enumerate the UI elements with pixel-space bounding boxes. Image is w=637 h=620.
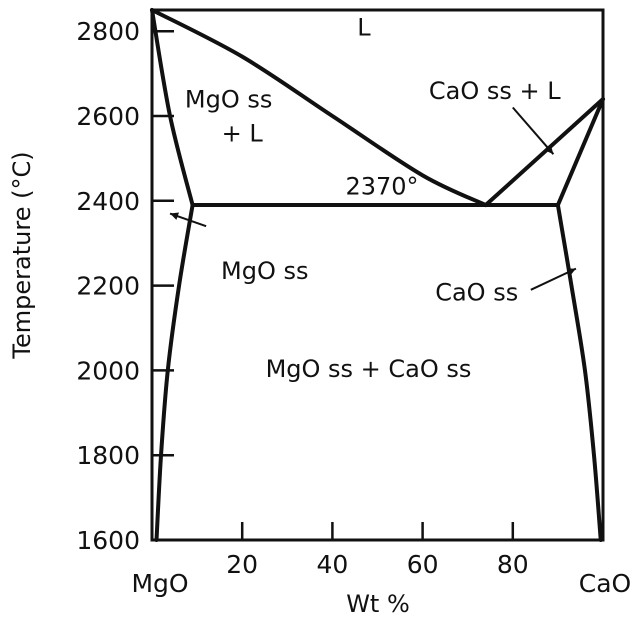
- mgo-liquidus-curve: [150, 8, 488, 208]
- x-tick-label: 60: [407, 550, 439, 579]
- pointer-arrow-head: [566, 268, 576, 276]
- region-label: MgO ss: [185, 86, 272, 114]
- region-label: CaO ss + L: [429, 77, 561, 105]
- left-component-label: MgO: [131, 569, 188, 598]
- x-axis-title: Wt %: [346, 590, 410, 618]
- region-label: MgO ss + CaO ss: [266, 355, 472, 383]
- right-component-label: CaO: [579, 569, 631, 598]
- region-label: CaO ss: [435, 278, 518, 306]
- pointer-arrow-line: [530, 267, 577, 291]
- x-tick-label: 40: [316, 550, 348, 579]
- pointer-arrow-head: [170, 212, 179, 220]
- region-label: 2370°: [345, 172, 418, 200]
- region-label: MgO ss: [221, 257, 308, 285]
- cao-solidus-curve: [555, 97, 605, 208]
- pointer-arrow-line: [512, 106, 555, 155]
- y-tick-label: 2200: [76, 272, 140, 301]
- region-label: L: [357, 13, 371, 41]
- plot-frame: [150, 8, 605, 542]
- cao-liquidus-curve: [483, 97, 605, 208]
- cao-solvus-curve: [555, 203, 603, 542]
- y-tick-label: 1600: [76, 526, 140, 555]
- y-tick-label: 2000: [76, 356, 140, 385]
- y-tick-label: 2800: [76, 17, 140, 46]
- y-axis-title: Temperature (°C): [8, 151, 36, 359]
- y-tick-label: 2400: [76, 187, 140, 216]
- pointer-arrow-head: [545, 145, 554, 155]
- y-tick-label: 2600: [76, 102, 140, 131]
- y-tick-label: 1800: [76, 441, 140, 470]
- x-tick-label: 20: [226, 550, 258, 579]
- x-tick-label: 80: [497, 550, 529, 579]
- region-label: + L: [222, 119, 264, 147]
- mgo-solvus-curve: [154, 203, 195, 542]
